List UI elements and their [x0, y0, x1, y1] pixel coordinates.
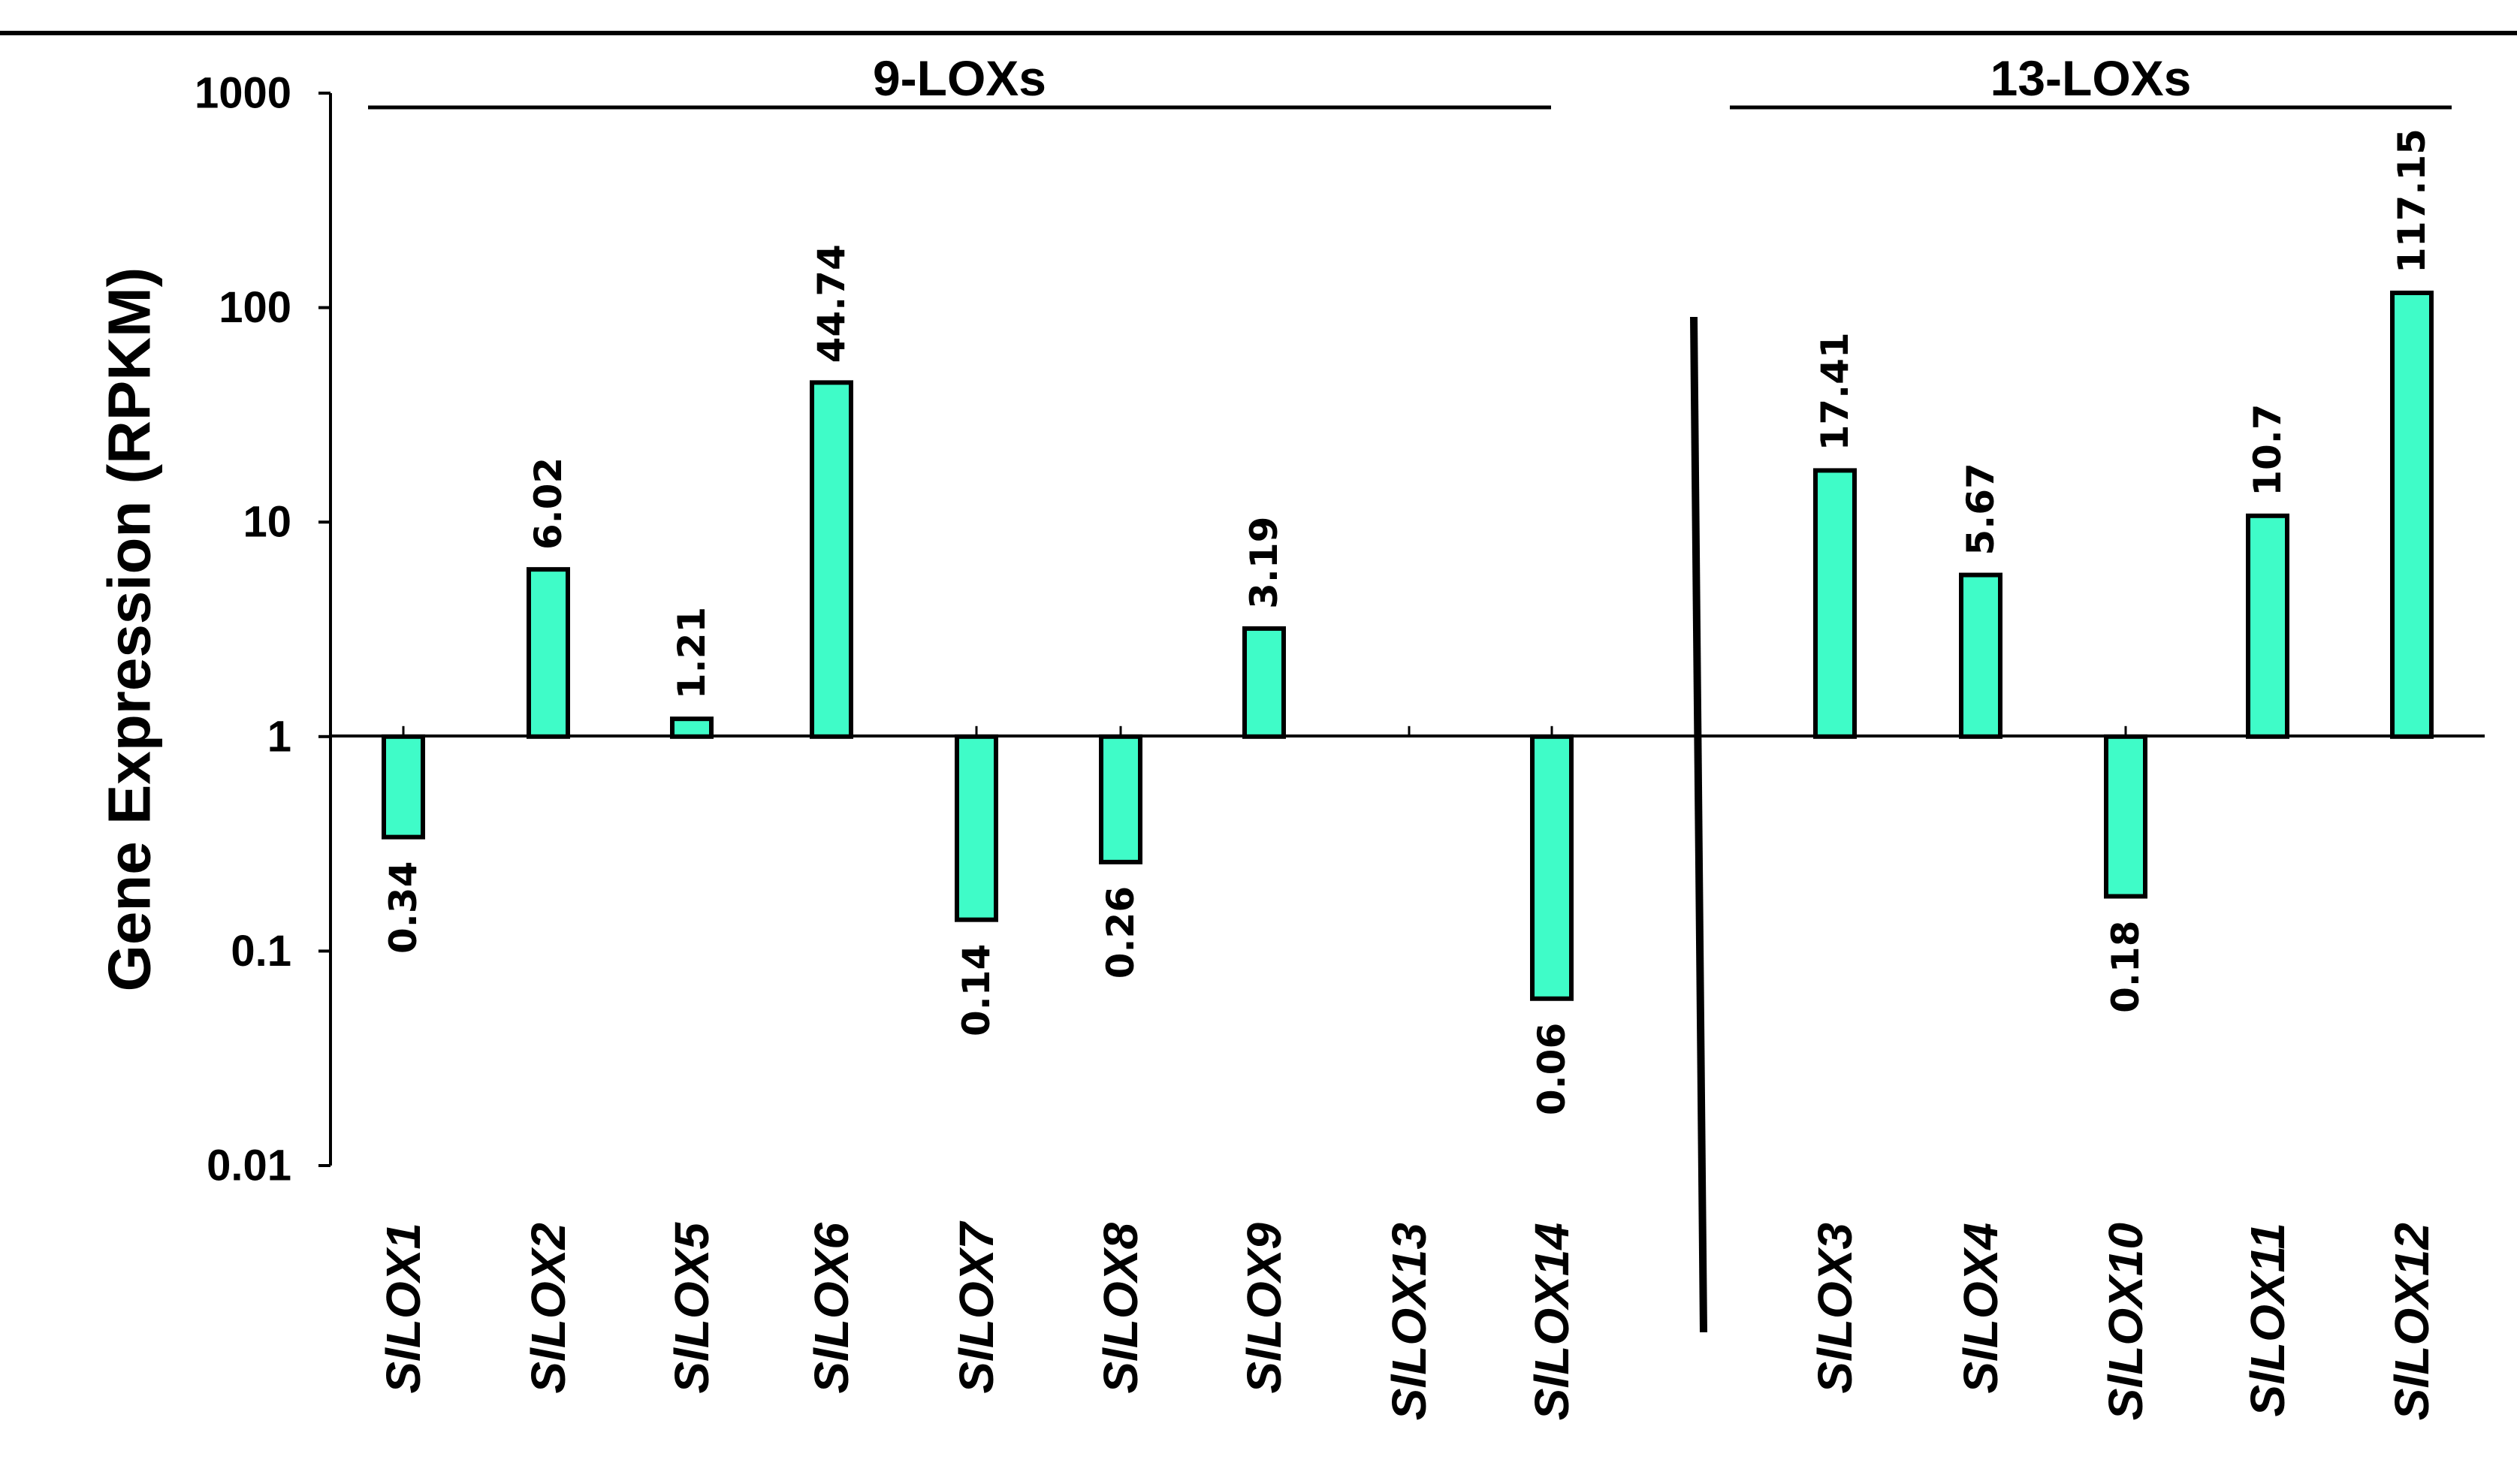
bar	[2246, 513, 2289, 739]
category-label: SlLOX6	[804, 1223, 859, 1394]
category-label: SlLOX3	[1808, 1223, 1862, 1394]
category-labels: SlLOX1 SlLOX2 SlLOX5 SlLOX6 SlLOX7 SlLOX8 SlLO…	[376, 1220, 2439, 1421]
y-axis-ticks: 1000 100 10 1 0.1 0.01	[195, 69, 330, 1190]
category-label: SlLOX7	[949, 1220, 1003, 1394]
bar	[1959, 572, 2002, 739]
y-axis-title: Gene Expression (RPKM)	[96, 267, 163, 992]
y-tick-label: 0.1	[231, 927, 291, 976]
bar	[670, 716, 714, 739]
y-tick-label: 0.01	[207, 1142, 291, 1190]
data-label: 0.34	[382, 861, 425, 954]
data-label: 0.26	[1099, 886, 1142, 979]
bar	[2390, 290, 2434, 739]
category-label: SlLOX14	[1525, 1223, 1579, 1420]
category-label: SlLOX5	[665, 1222, 719, 1394]
category-label: SlLOX8	[1094, 1223, 1148, 1394]
bar	[1099, 734, 1142, 864]
bar-series	[382, 290, 2434, 1001]
category-label: SlLOX12	[2385, 1223, 2439, 1420]
data-label: 0.14	[955, 944, 998, 1036]
y-tick-label: 1000	[195, 69, 291, 118]
y-tick-label: 1	[267, 712, 291, 761]
data-label: 0.18	[2104, 920, 2147, 1012]
bar	[1813, 468, 1857, 739]
group-separator-line	[1690, 316, 1707, 1333]
data-label: 44.74	[810, 244, 853, 363]
group-label: 13-LOXs	[1990, 50, 2192, 106]
category-label: SlLOX9	[1237, 1223, 1291, 1394]
group-brackets: 9-LOXs 13-LOXs	[368, 50, 2452, 110]
data-label: 6.02	[527, 457, 570, 550]
y-tick-label: 100	[219, 283, 291, 332]
bar	[1242, 626, 1286, 739]
data-label: 0.06	[1530, 1023, 1574, 1115]
y-tick-label: 10	[243, 498, 291, 547]
category-label: SlLOX4	[1954, 1223, 2008, 1394]
data-label: 3.19	[1242, 517, 1286, 609]
bar	[2104, 734, 2147, 899]
bar	[1530, 734, 1574, 1001]
category-label: SlLOX10	[2099, 1223, 2153, 1420]
data-label: 117.15	[2390, 128, 2434, 273]
data-label: 1.21	[670, 607, 714, 699]
category-label: SlLOX2	[521, 1223, 575, 1394]
data-label: 10.7	[2246, 403, 2289, 496]
data-label: 17.41	[1813, 332, 1857, 451]
bar	[955, 734, 998, 922]
category-label: SlLOX13	[1382, 1223, 1436, 1420]
data-labels: 0.34 6.02 1.21 44.74 0.14 0.26 3.19 0.06 17.41 5.…	[382, 128, 2434, 1115]
bar	[810, 380, 853, 739]
bar	[527, 567, 570, 739]
data-label: 5.67	[1959, 463, 2002, 555]
group-label: 9-LOXs	[873, 50, 1046, 106]
bar	[382, 734, 425, 840]
category-label: SlLOX11	[2241, 1223, 2295, 1416]
category-label: SlLOX1	[376, 1223, 430, 1394]
